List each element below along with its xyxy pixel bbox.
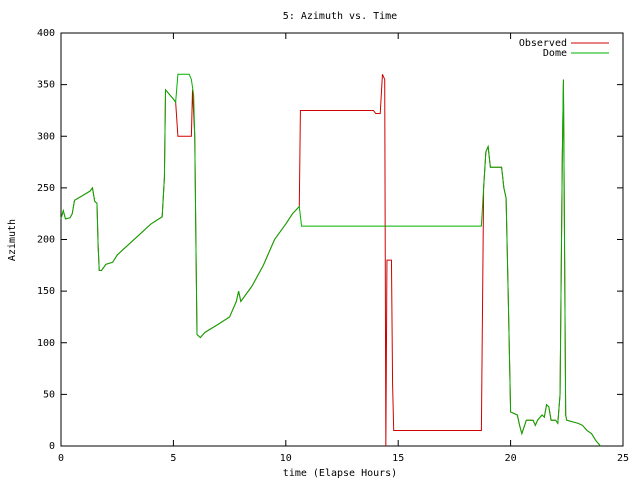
y-tick-label: 250 — [37, 183, 55, 194]
y-tick-label: 400 — [37, 28, 55, 39]
x-tick-label: 20 — [505, 453, 517, 464]
y-tick-label: 0 — [49, 441, 55, 452]
y-tick-label: 150 — [37, 286, 55, 297]
y-axis-label: Azimuth — [7, 219, 18, 261]
x-tick-label: 25 — [617, 453, 629, 464]
x-tick-label: 15 — [392, 453, 404, 464]
x-tick-label: 0 — [58, 453, 64, 464]
y-tick-label: 200 — [37, 235, 55, 246]
data-line — [60, 74, 601, 447]
y-tick-label: 350 — [37, 80, 55, 91]
data-line — [60, 73, 601, 447]
legend-label: Dome — [543, 48, 567, 59]
x-tick-label: 10 — [280, 453, 292, 464]
y-tick-label: 100 — [37, 338, 55, 349]
y-tick-label: 50 — [43, 389, 55, 400]
x-axis-label: time (Elapse Hours) — [283, 468, 397, 479]
x-tick-label: 5 — [170, 453, 176, 464]
chart-title: 5: Azimuth vs. Time — [283, 11, 397, 22]
legend-label: Observed — [519, 38, 567, 49]
y-tick-label: 300 — [37, 131, 55, 142]
plot-frame — [60, 32, 624, 447]
